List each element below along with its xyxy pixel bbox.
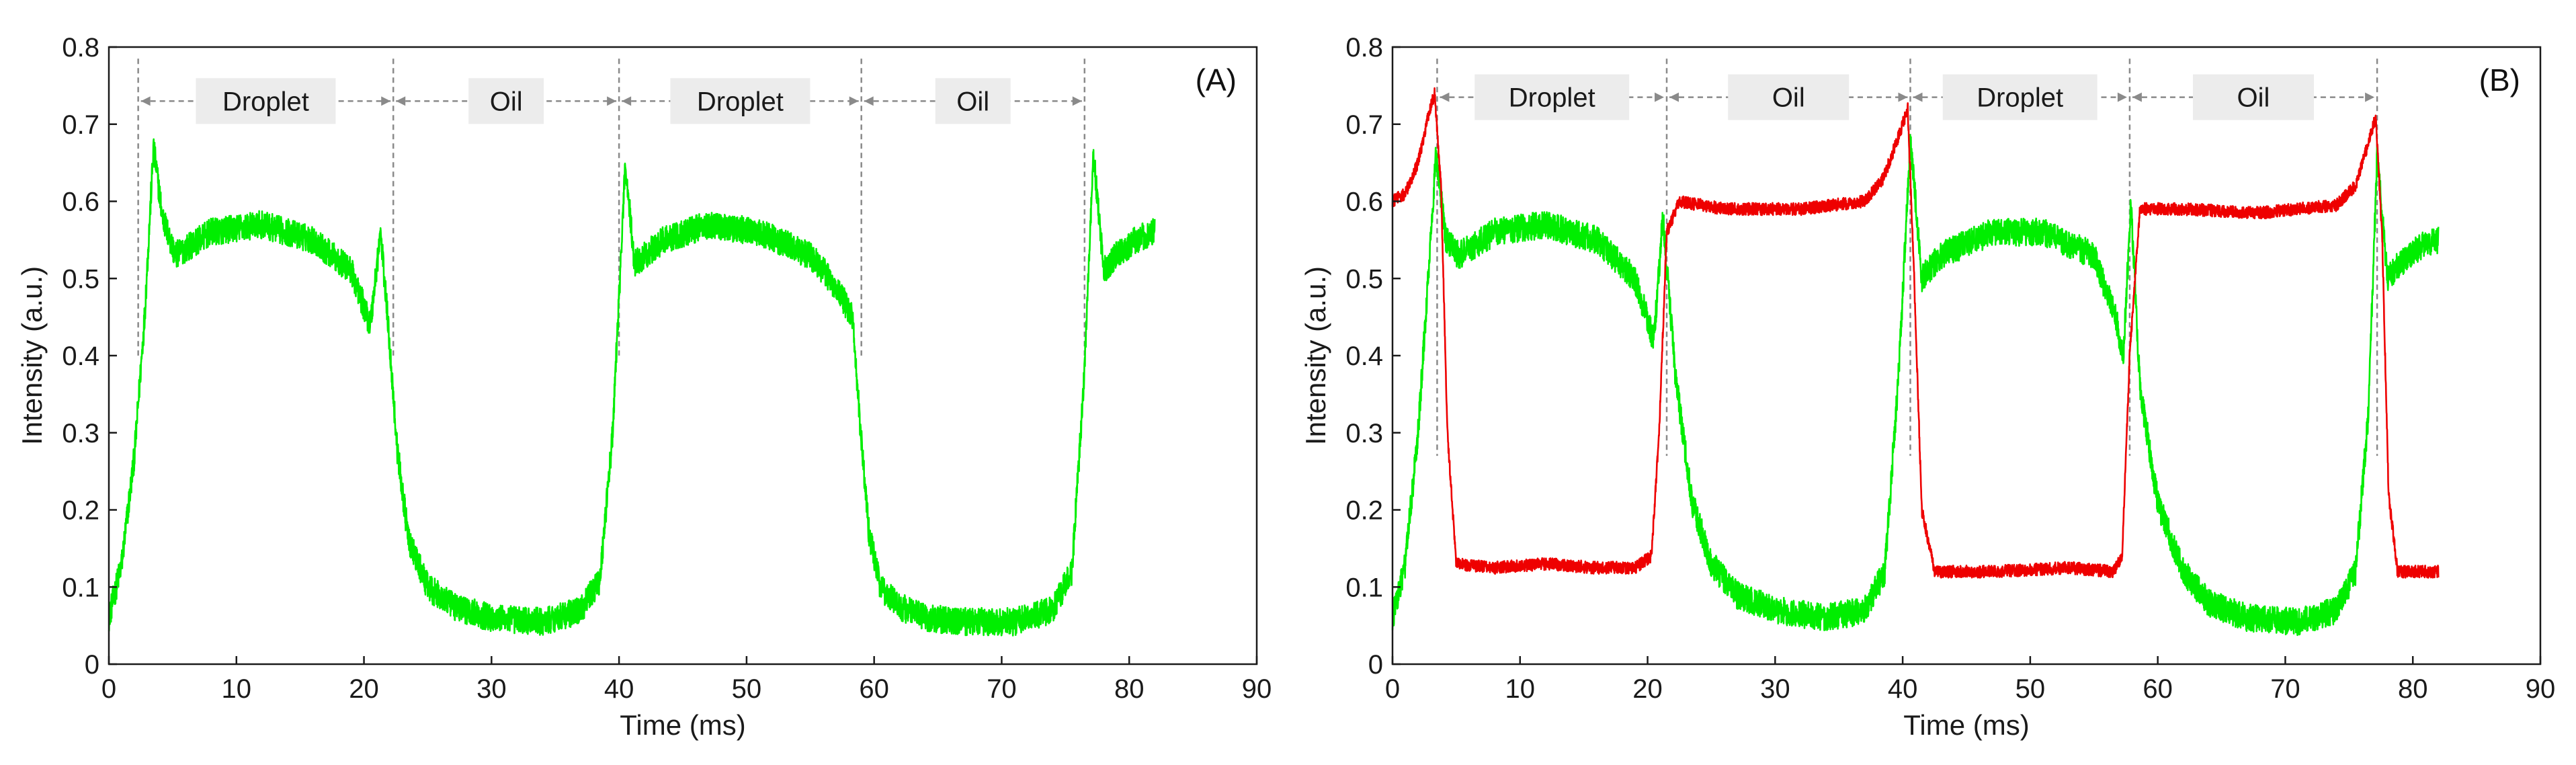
y-tick-label: 0.2	[1345, 496, 1383, 526]
x-tick-label: 10	[222, 674, 252, 704]
region-label-box	[670, 78, 811, 124]
series-line-green	[108, 138, 1156, 637]
x-tick-label: 80	[1114, 674, 1145, 704]
region-arrowhead-left	[622, 96, 632, 106]
region-label-box	[1474, 74, 1630, 120]
x-axis-label: Time (ms)	[1903, 709, 2029, 741]
y-axis-label: Intensity (a.u.)	[16, 266, 48, 445]
region-label: Droplet	[222, 87, 309, 116]
panel-letter: (A)	[1196, 63, 1237, 97]
region-arrowhead-left	[1669, 92, 1679, 102]
region-label-box	[1942, 74, 2097, 120]
y-tick-label: 0.1	[62, 573, 99, 602]
y-axis-label: Intensity (a.u.)	[1300, 266, 1331, 445]
region-label: Oil	[1772, 83, 1805, 113]
x-tick-label: 80	[2398, 674, 2428, 704]
region-label-box	[2193, 74, 2314, 120]
region-label: Droplet	[697, 87, 784, 116]
region-arrowhead-right	[381, 96, 391, 106]
region-arrowhead-right	[2365, 92, 2375, 102]
x-tick-label: 10	[1505, 674, 1536, 704]
x-axis-label: Time (ms)	[620, 709, 745, 741]
y-tick-label: 0.7	[1345, 110, 1383, 140]
x-tick-label: 40	[604, 674, 634, 704]
y-tick-label: 0	[1368, 650, 1383, 680]
y-tick-label: 0.7	[62, 110, 99, 140]
region-label: Oil	[2237, 83, 2270, 113]
region-label-box	[1728, 74, 1850, 120]
x-tick-label: 60	[2143, 674, 2173, 704]
region-label: Droplet	[1509, 83, 1595, 113]
region-arrowhead-right	[607, 96, 617, 106]
region-label: Oil	[956, 87, 989, 116]
x-tick-label: 20	[1632, 674, 1663, 704]
chart-panel-a: Droplet Oil Droplet Oil 0 10 20 30 40 50 60 70 80 90 0…	[16, 33, 1272, 741]
y-tick-label: 0.8	[1345, 33, 1383, 63]
y-tick-label: 0.5	[1345, 264, 1383, 294]
x-tick-label: 50	[2016, 674, 2046, 704]
y-tick-label: 0.8	[62, 33, 99, 63]
region-arrowhead-left	[140, 96, 151, 106]
region-label: Droplet	[1977, 83, 2063, 113]
x-tick-label: 0	[101, 674, 116, 704]
y-tick-label: 0.6	[1345, 188, 1383, 217]
x-tick-label: 90	[1242, 674, 1272, 704]
series-line-green	[1391, 134, 2440, 637]
chart-panel-b: Droplet Oil Droplet Oil 0 10 20 30 40 50 60 70 80 90 0…	[1300, 33, 2555, 741]
y-tick-label: 0.4	[62, 341, 99, 371]
region-arrowhead-left	[1440, 92, 1450, 102]
region-arrowhead-right	[1898, 92, 1908, 102]
x-tick-label: 30	[476, 674, 507, 704]
region-arrowhead-right	[849, 96, 859, 106]
y-tick-label: 0.4	[1345, 341, 1383, 371]
x-tick-label: 50	[732, 674, 762, 704]
y-tick-label: 0.1	[1345, 573, 1383, 602]
region-arrowhead-right	[1072, 96, 1082, 106]
x-tick-label: 70	[2270, 674, 2300, 704]
y-tick-label: 0.3	[1345, 419, 1383, 448]
x-tick-label: 90	[2526, 674, 2556, 704]
region-arrowhead-left	[1913, 92, 1923, 102]
x-tick-label: 0	[1385, 674, 1400, 704]
x-tick-label: 60	[859, 674, 889, 704]
x-tick-label: 40	[1888, 674, 1918, 704]
region-arrowhead-left	[396, 96, 406, 106]
y-tick-label: 0	[85, 650, 99, 680]
x-tick-label: 30	[1760, 674, 1790, 704]
y-tick-label: 0.3	[62, 419, 99, 448]
y-tick-label: 0.2	[62, 496, 99, 526]
series-line-red	[1391, 87, 2440, 579]
y-tick-label: 0.5	[62, 264, 99, 294]
x-tick-label: 20	[349, 674, 379, 704]
region-arrowhead-right	[1655, 92, 1665, 102]
region-label-box	[935, 78, 1011, 124]
region-label-box	[468, 78, 544, 124]
y-tick-label: 0.6	[62, 188, 99, 217]
panel-letter: (B)	[2479, 63, 2520, 97]
region-arrowhead-left	[2132, 92, 2142, 102]
region-arrowhead-left	[864, 96, 874, 106]
region-label-box	[196, 78, 336, 124]
region-label: Oil	[490, 87, 523, 116]
region-arrowhead-right	[2117, 92, 2127, 102]
x-tick-label: 70	[987, 674, 1017, 704]
